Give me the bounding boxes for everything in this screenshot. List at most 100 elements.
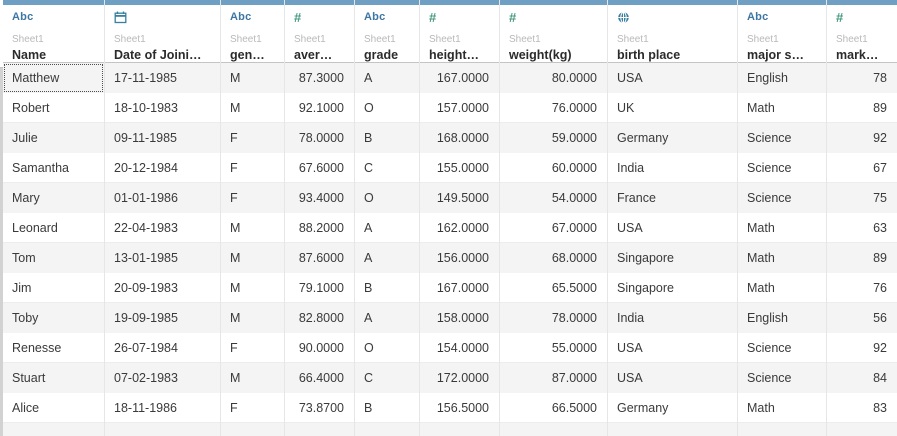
- table-cell[interactable]: Science: [738, 153, 826, 183]
- column-header[interactable]: # Sheet1 mark…: [827, 0, 897, 63]
- table-cell[interactable]: 65.5000: [500, 273, 607, 303]
- table-cell[interactable]: 157.0000: [420, 93, 499, 123]
- table-cell[interactable]: O: [355, 183, 419, 213]
- table-cell[interactable]: Science: [738, 183, 826, 213]
- table-cell[interactable]: 158.0000: [420, 303, 499, 333]
- table-cell[interactable]: Germany: [608, 123, 737, 153]
- table-cell[interactable]: M: [221, 363, 284, 393]
- table-cell[interactable]: 84: [827, 363, 897, 393]
- table-cell[interactable]: Tom: [3, 243, 104, 273]
- table-cell[interactable]: 20-09-1983: [105, 273, 220, 303]
- table-cell[interactable]: F: [221, 333, 284, 363]
- table-cell[interactable]: 67: [827, 153, 897, 183]
- table-cell[interactable]: 56: [827, 303, 897, 333]
- table-cell[interactable]: O: [355, 333, 419, 363]
- table-cell[interactable]: M: [221, 303, 284, 333]
- table-cell-partial[interactable]: [500, 423, 607, 436]
- table-cell[interactable]: 76: [827, 273, 897, 303]
- table-cell[interactable]: 22-04-1983: [105, 213, 220, 243]
- table-cell[interactable]: Math: [738, 393, 826, 423]
- table-cell[interactable]: Matthew: [3, 63, 104, 93]
- table-cell[interactable]: 75: [827, 183, 897, 213]
- column-header[interactable]: Abc Sheet1 major s…: [738, 0, 826, 63]
- table-cell[interactable]: Renesse: [3, 333, 104, 363]
- table-cell[interactable]: Leonard: [3, 213, 104, 243]
- table-cell[interactable]: C: [355, 363, 419, 393]
- column-header[interactable]: Abc Sheet1 Name: [3, 0, 104, 63]
- table-cell[interactable]: 167.0000: [420, 63, 499, 93]
- table-cell[interactable]: 67.6000: [285, 153, 354, 183]
- table-cell-partial[interactable]: [608, 423, 737, 436]
- table-cell[interactable]: F: [221, 183, 284, 213]
- table-cell[interactable]: 18-10-1983: [105, 93, 220, 123]
- table-cell[interactable]: 88.2000: [285, 213, 354, 243]
- table-cell[interactable]: B: [355, 123, 419, 153]
- table-cell[interactable]: Science: [738, 333, 826, 363]
- table-cell[interactable]: 78: [827, 63, 897, 93]
- table-cell[interactable]: M: [221, 243, 284, 273]
- table-cell[interactable]: Science: [738, 363, 826, 393]
- table-cell[interactable]: English: [738, 303, 826, 333]
- table-cell[interactable]: 13-01-1985: [105, 243, 220, 273]
- table-cell[interactable]: 80.0000: [500, 63, 607, 93]
- table-cell-partial[interactable]: [285, 423, 354, 436]
- table-cell[interactable]: A: [355, 63, 419, 93]
- table-cell[interactable]: Math: [738, 243, 826, 273]
- table-cell[interactable]: USA: [608, 63, 737, 93]
- table-cell[interactable]: Mary: [3, 183, 104, 213]
- table-cell[interactable]: 59.0000: [500, 123, 607, 153]
- table-cell[interactable]: 167.0000: [420, 273, 499, 303]
- table-cell[interactable]: 67.0000: [500, 213, 607, 243]
- column-header[interactable]: # Sheet1 weight(kg): [500, 0, 607, 63]
- table-cell[interactable]: 83: [827, 393, 897, 423]
- table-cell[interactable]: 07-02-1983: [105, 363, 220, 393]
- table-cell-partial[interactable]: [827, 423, 897, 436]
- column-header[interactable]: # Sheet1 aver…: [285, 0, 354, 63]
- table-cell[interactable]: Science: [738, 123, 826, 153]
- table-cell[interactable]: M: [221, 273, 284, 303]
- table-cell[interactable]: 155.0000: [420, 153, 499, 183]
- table-cell[interactable]: 89: [827, 93, 897, 123]
- table-cell[interactable]: 87.6000: [285, 243, 354, 273]
- table-cell[interactable]: M: [221, 63, 284, 93]
- table-cell[interactable]: 92.1000: [285, 93, 354, 123]
- table-cell[interactable]: Singapore: [608, 273, 737, 303]
- table-cell-partial[interactable]: [105, 423, 220, 436]
- table-cell[interactable]: USA: [608, 213, 737, 243]
- table-cell[interactable]: 89: [827, 243, 897, 273]
- table-cell[interactable]: 17-11-1985: [105, 63, 220, 93]
- table-cell[interactable]: Jim: [3, 273, 104, 303]
- table-cell[interactable]: Samantha: [3, 153, 104, 183]
- table-cell[interactable]: M: [221, 93, 284, 123]
- table-cell[interactable]: English: [738, 63, 826, 93]
- table-cell[interactable]: 73.8700: [285, 393, 354, 423]
- table-cell[interactable]: 76.0000: [500, 93, 607, 123]
- table-cell[interactable]: Toby: [3, 303, 104, 333]
- table-cell-partial[interactable]: [738, 423, 826, 436]
- table-cell[interactable]: USA: [608, 363, 737, 393]
- table-cell[interactable]: 82.8000: [285, 303, 354, 333]
- table-cell[interactable]: 54.0000: [500, 183, 607, 213]
- column-header[interactable]: Abc Sheet1 gen…: [221, 0, 284, 63]
- column-header[interactable]: Sheet1 Date of Joini…: [105, 0, 220, 63]
- table-cell[interactable]: 55.0000: [500, 333, 607, 363]
- table-cell[interactable]: A: [355, 303, 419, 333]
- table-cell[interactable]: 66.4000: [285, 363, 354, 393]
- table-cell[interactable]: O: [355, 93, 419, 123]
- table-cell[interactable]: C: [355, 153, 419, 183]
- table-cell[interactable]: Alice: [3, 393, 104, 423]
- table-cell[interactable]: 60.0000: [500, 153, 607, 183]
- table-cell[interactable]: F: [221, 123, 284, 153]
- table-cell[interactable]: 93.4000: [285, 183, 354, 213]
- table-cell[interactable]: Singapore: [608, 243, 737, 273]
- table-cell[interactable]: A: [355, 243, 419, 273]
- table-cell[interactable]: 09-11-1985: [105, 123, 220, 153]
- table-cell[interactable]: 79.1000: [285, 273, 354, 303]
- table-cell[interactable]: 26-07-1984: [105, 333, 220, 363]
- table-cell[interactable]: India: [608, 303, 737, 333]
- table-cell[interactable]: Math: [738, 93, 826, 123]
- table-cell[interactable]: 90.0000: [285, 333, 354, 363]
- table-cell[interactable]: 149.5000: [420, 183, 499, 213]
- table-cell[interactable]: 172.0000: [420, 363, 499, 393]
- table-cell[interactable]: 20-12-1984: [105, 153, 220, 183]
